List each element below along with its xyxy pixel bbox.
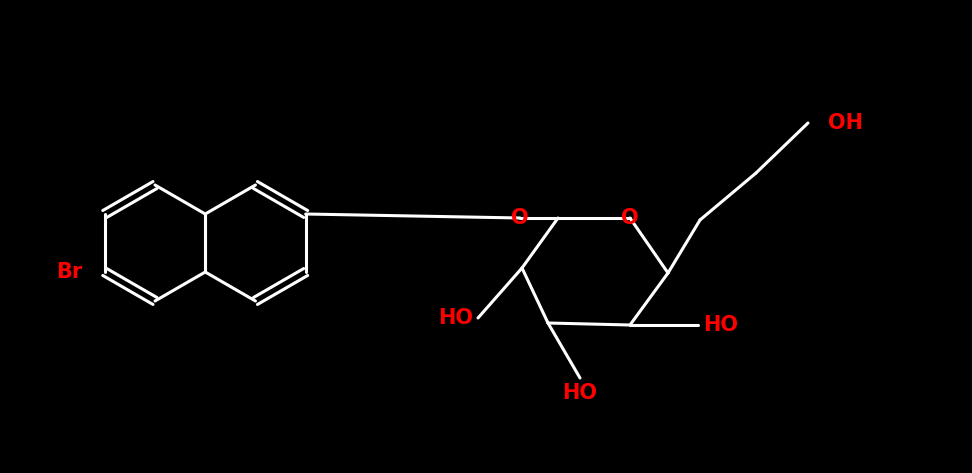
Text: Br: Br	[56, 262, 83, 282]
Text: HO: HO	[438, 308, 473, 328]
Text: O: O	[621, 208, 639, 228]
Text: HO: HO	[703, 315, 738, 335]
Text: HO: HO	[563, 383, 598, 403]
Text: OH: OH	[828, 113, 863, 133]
Text: O: O	[511, 208, 529, 228]
